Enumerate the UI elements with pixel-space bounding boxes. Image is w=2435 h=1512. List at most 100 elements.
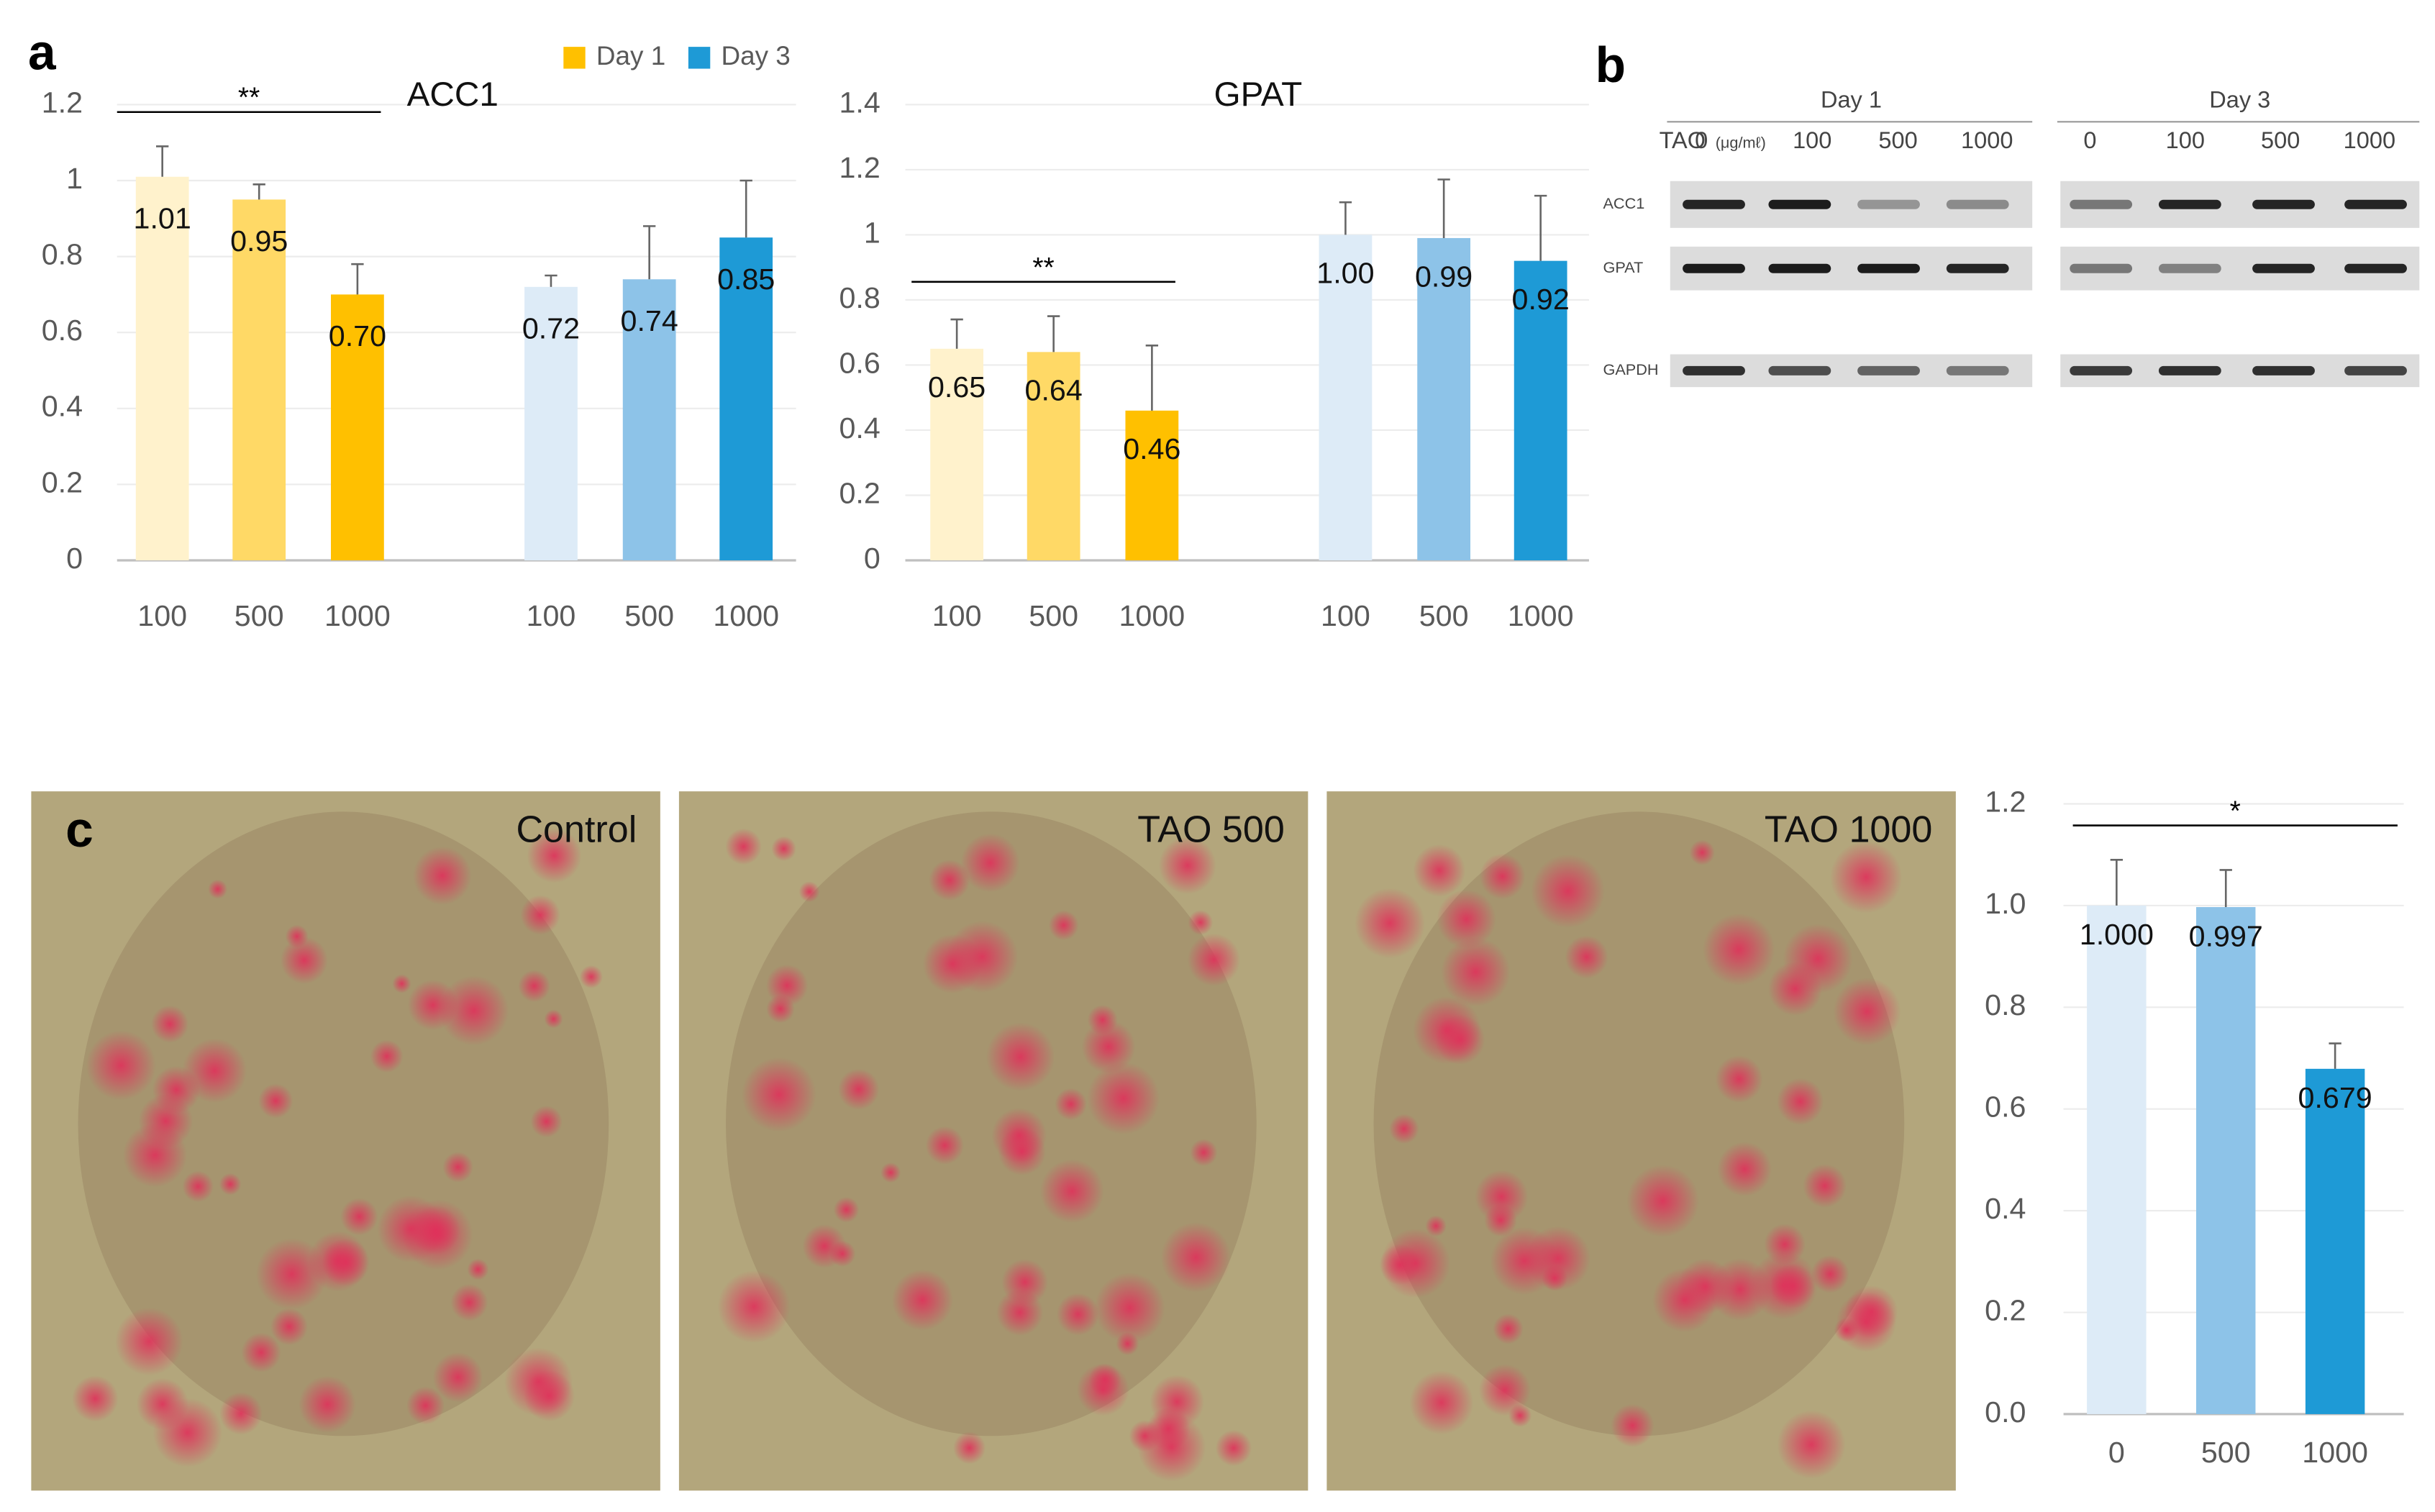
stain-blob <box>370 1039 404 1073</box>
value-label: 0.74 <box>621 304 678 337</box>
micrograph-label: Control <box>516 809 637 850</box>
value-label: 0.95 <box>230 224 288 258</box>
stain-blob <box>1783 924 1853 994</box>
y-tick-label: 0 <box>66 542 83 575</box>
y-tick-label: 0.6 <box>42 314 83 347</box>
bar <box>331 294 384 561</box>
value-label: 1.00 <box>1316 257 1374 290</box>
gel-band <box>1946 199 2009 209</box>
stain-blob <box>442 1152 473 1183</box>
stain-blob <box>1160 1222 1232 1293</box>
y-tick-label: 1.2 <box>42 86 83 119</box>
stain-blob <box>1611 1403 1655 1447</box>
stain-blob <box>1770 1263 1816 1309</box>
gel-band <box>1683 263 1745 273</box>
x-tick-label: 1000 <box>1119 599 1185 632</box>
stain-blob <box>407 979 459 1031</box>
y-tick-label: 0.2 <box>839 476 880 509</box>
stain-blob <box>219 1172 242 1196</box>
y-tick-label: 0.2 <box>1985 1293 2026 1326</box>
gel-band <box>2252 365 2315 375</box>
stain-blob <box>1434 1014 1485 1065</box>
stain-blob <box>1542 1265 1568 1291</box>
legend-label: Day 1 <box>596 41 665 70</box>
x-tick-label: 1000 <box>2302 1436 2368 1469</box>
lane-label: 0 <box>2083 127 2096 153</box>
x-tick-label: 100 <box>1321 599 1370 632</box>
bar <box>2087 905 2147 1414</box>
lane-label: 500 <box>1878 127 1917 153</box>
stain-blob <box>72 1375 119 1422</box>
stain-blob <box>1833 978 1901 1046</box>
error-bar <box>1145 345 1159 411</box>
x-tick-label: 100 <box>527 599 576 632</box>
bar <box>524 286 578 561</box>
gel-band <box>1683 199 1745 209</box>
gel-band <box>1857 199 1920 209</box>
stain-blob <box>1844 1285 1898 1339</box>
x-tick-label: 1000 <box>324 599 391 632</box>
y-tick-label: 0.8 <box>839 281 880 314</box>
x-tick-label: 1000 <box>1508 599 1574 632</box>
error-bar <box>155 145 169 177</box>
stain-blob <box>765 964 809 1007</box>
lane-label: 500 <box>2261 127 2300 153</box>
lane-label: 1000 <box>1961 127 2013 153</box>
stain-blob <box>504 1347 573 1416</box>
gel-band <box>2158 199 2221 209</box>
stain-blob <box>86 1030 156 1101</box>
stain-blob <box>153 1398 222 1467</box>
stain-blob <box>518 970 550 1003</box>
error-bar <box>2110 858 2124 906</box>
stain-blob <box>285 924 309 948</box>
gel-band <box>2070 199 2133 209</box>
x-tick-label: 500 <box>1029 599 1078 632</box>
gel-band <box>1768 365 1831 375</box>
stain-blob <box>544 1009 563 1029</box>
stain-blob <box>1715 1055 1763 1103</box>
gel-band <box>2158 263 2221 273</box>
value-label: 0.997 <box>2189 919 2263 952</box>
gel-band <box>2070 263 2133 273</box>
gel-band <box>1857 365 1920 375</box>
stain-blob <box>1413 844 1466 897</box>
gel-band <box>1683 365 1745 375</box>
bar <box>2196 907 2256 1414</box>
stain-blob <box>527 828 582 883</box>
stain-blob <box>151 1005 189 1043</box>
stain-blob <box>725 828 762 865</box>
value-label: 0.64 <box>1025 374 1083 407</box>
stain-blob <box>1811 1254 1849 1293</box>
stain-blob <box>208 879 228 899</box>
stain-blob <box>1803 1164 1847 1208</box>
cell-cluster <box>725 811 1257 1436</box>
stain-blob <box>241 1332 281 1372</box>
stain-blob <box>1689 839 1715 865</box>
error-bar <box>642 225 656 280</box>
error-bar <box>1047 315 1060 352</box>
y-tick-label: 0.6 <box>839 346 880 379</box>
micrograph-label: TAO 500 <box>1137 809 1284 850</box>
stain-blob <box>1081 1019 1136 1074</box>
bar <box>1027 352 1080 561</box>
legend-swatch <box>563 47 586 69</box>
stain-blob <box>1493 1313 1524 1344</box>
y-tick-label: 0 <box>864 542 880 575</box>
bar <box>1417 237 1471 561</box>
stain-blob <box>1479 853 1526 900</box>
row-label: GAPDH <box>1603 360 1658 378</box>
stain-blob <box>1484 1203 1517 1237</box>
error-bar <box>351 263 364 295</box>
y-tick-label: 0.6 <box>1985 1090 2026 1124</box>
stain-blob <box>717 1270 791 1344</box>
legend-swatch <box>688 47 711 69</box>
stain-blob <box>1717 1142 1772 1197</box>
stain-blob <box>1508 1403 1532 1427</box>
group-label: Day 3 <box>2209 87 2270 113</box>
stain-blob <box>1777 1410 1846 1479</box>
stain-blob <box>1425 1215 1447 1237</box>
lane-label: 1000 <box>2344 127 2395 153</box>
stain-blob <box>1380 1228 1451 1298</box>
stain-blob <box>829 1240 856 1267</box>
